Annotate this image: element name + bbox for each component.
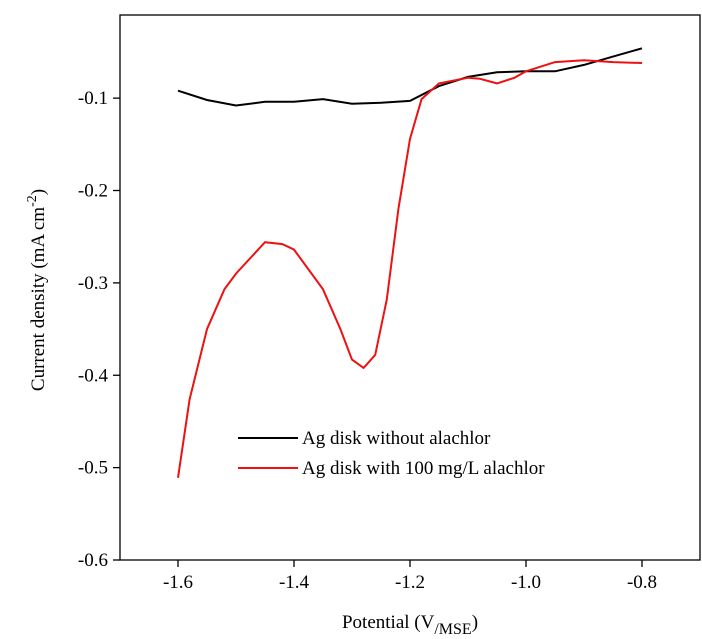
y-tick-label: -0.6 (78, 550, 108, 571)
x-tick-label: -1.4 (279, 572, 310, 593)
data-line (177, 59, 643, 478)
x-tick-label: -1.0 (511, 572, 541, 593)
x-axis-label: Potential (V/MSE) (342, 612, 478, 638)
y-tick-label: -0.5 (78, 458, 108, 479)
y-tick-label: -0.2 (78, 181, 108, 202)
x-tick-label: -0.8 (627, 572, 657, 593)
legend-label: Ag disk without alachlor (302, 428, 491, 449)
y-tick-label: -0.4 (78, 365, 109, 386)
y-axis-label: Current density (mA cm-2) (25, 189, 49, 391)
x-tick-label: -1.6 (163, 572, 193, 593)
y-tick-label: -0.3 (78, 273, 108, 294)
y-tick-label: -0.1 (78, 88, 108, 109)
data-line (177, 47, 643, 107)
x-tick-label: -1.2 (395, 572, 425, 593)
legend-label: Ag disk with 100 mg/L alachlor (302, 458, 545, 479)
